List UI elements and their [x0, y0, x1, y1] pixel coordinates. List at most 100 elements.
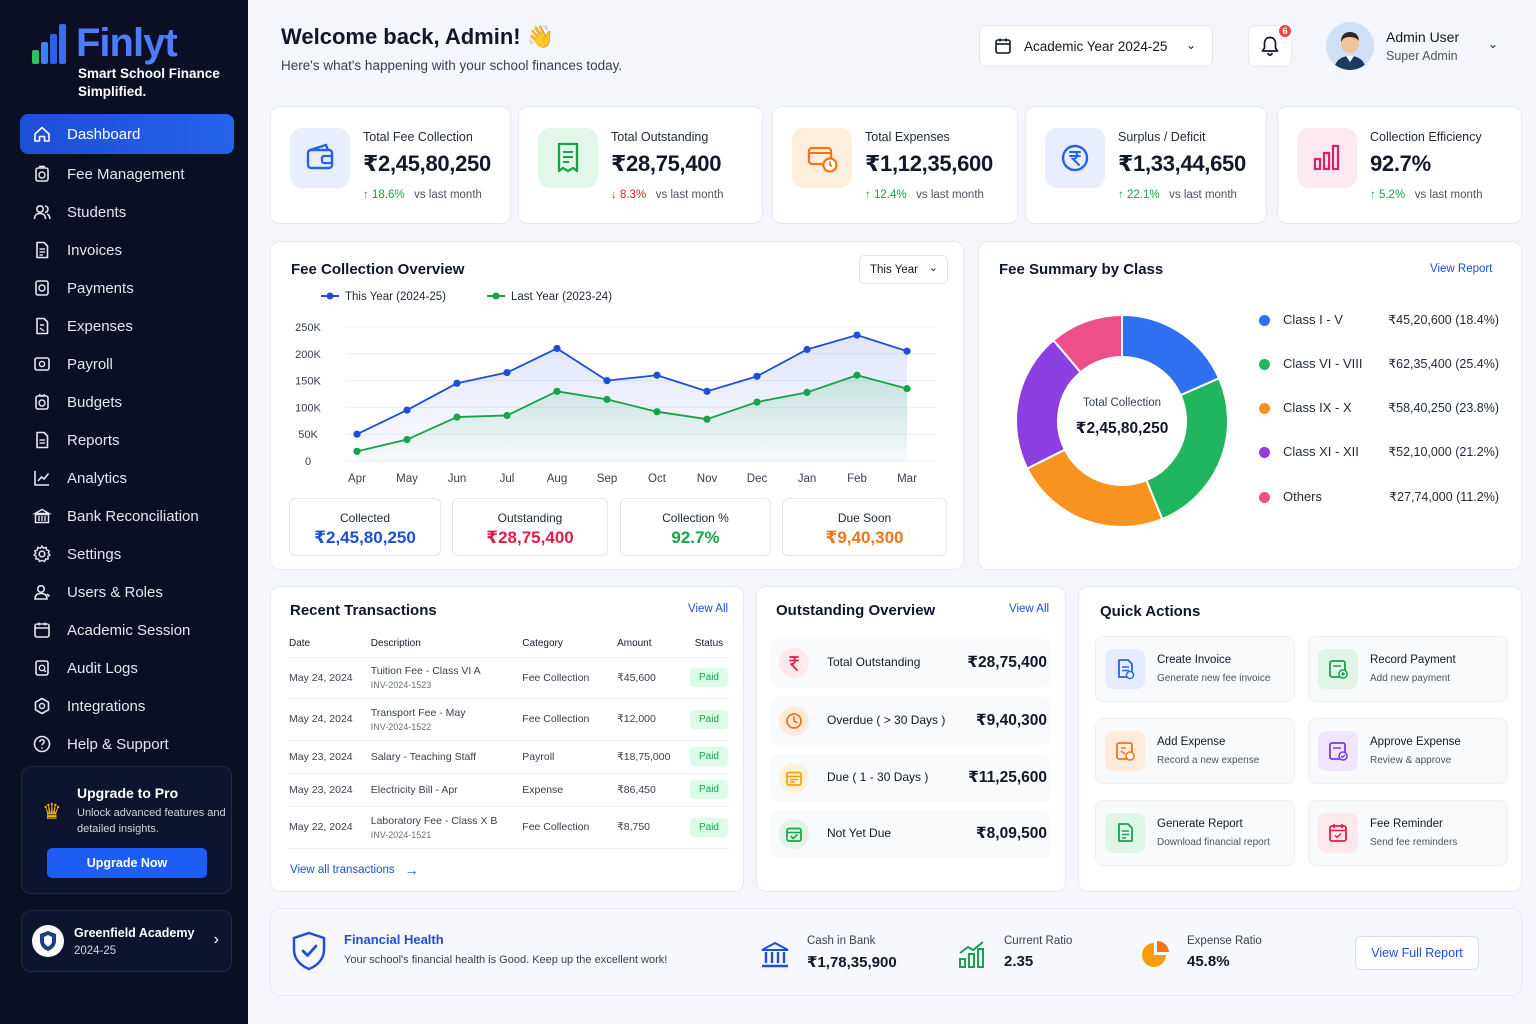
sidebar-item-settings[interactable]: Settings	[20, 535, 234, 573]
stat-card-collection-efficiency[interactable]: Collection Efficiency 92.7% ↑ 5.2% vs last…	[1277, 106, 1522, 224]
sidebar-item-academic-session[interactable]: Academic Session	[20, 611, 234, 649]
data-point[interactable]	[403, 435, 411, 444]
fee-overview-filter-select[interactable]: This Year ⌄	[859, 255, 948, 284]
status-badge: Paid	[689, 668, 728, 687]
current-ratio-value: 2.35	[1004, 953, 1034, 970]
brand-logo[interactable]: Finlyt	[28, 22, 178, 64]
data-point[interactable]	[453, 413, 461, 421]
view-all-transactions-link[interactable]: View all transactions →	[290, 862, 419, 878]
data-point[interactable]	[703, 415, 711, 423]
sidebar-item-analytics[interactable]: Analytics	[20, 459, 234, 497]
sidebar-item-budgets[interactable]: Budgets	[20, 383, 234, 421]
school-switcher[interactable]: Greenfield Academy 2024-25 ›	[21, 910, 232, 972]
calendar-icon	[995, 38, 1011, 54]
table-row[interactable]: May 22, 2024 Laboratory Fee - Class X B IN…	[289, 806, 729, 849]
user-menu[interactable]: Admin User Super Admin ⌄	[1326, 22, 1526, 72]
stat-card-total-fee-collection[interactable]: Total Fee Collection ₹2,45,80,250 ↑ 18.6% …	[270, 106, 511, 224]
data-point[interactable]	[353, 447, 361, 455]
stat-card-surplus-deficit[interactable]: Surplus / Deficit ₹1,33,44,650 ↑ 22.1% vs …	[1025, 106, 1267, 224]
quick-action-subtitle: Download financial report	[1157, 837, 1270, 848]
sidebar-item-users-roles[interactable]: Users & Roles	[20, 573, 234, 611]
data-point[interactable]	[653, 371, 661, 379]
fee-collection-overview-card: Fee Collection Overview This Year ⌄ 250K…	[270, 241, 964, 570]
sidebar-item-payments[interactable]: Payments	[20, 269, 234, 307]
table-row[interactable]: May 23, 2024 Salary - Teaching Staff Payro…	[289, 740, 729, 774]
budgets-icon	[35, 393, 49, 410]
chevron-down-icon: ⌄	[928, 262, 938, 274]
sidebar-item-integrations[interactable]: Integrations	[20, 687, 234, 725]
quick-action-title: Create Invoice	[1157, 654, 1232, 666]
create-invoice-button[interactable]: Create Invoice Generate new fee invoice	[1095, 636, 1295, 702]
gear-icon	[33, 545, 51, 563]
sidebar-item-invoices[interactable]: Invoices	[20, 231, 234, 269]
donut-slice[interactable]	[1025, 448, 1164, 528]
fee-reminder-button[interactable]: Fee Reminder Send fee reminders	[1308, 800, 1508, 866]
series-line	[356, 334, 908, 436]
outstanding-row[interactable]: Overdue ( > 30 Days ) ₹9,40,300	[771, 697, 1051, 745]
data-point[interactable]	[353, 430, 361, 438]
rupee-icon	[779, 648, 809, 678]
sidebar-item-dashboard[interactable]: Dashboard	[20, 114, 234, 154]
sidebar-item-bank-reconciliation[interactable]: Bank Reconciliation	[20, 497, 234, 535]
sidebar-item-expenses[interactable]: Expenses	[20, 307, 234, 345]
approve-expense-button[interactable]: Approve Expense Review & approve	[1308, 718, 1508, 784]
generate-report-button[interactable]: Generate Report Download financial report	[1095, 800, 1295, 866]
donut-slice[interactable]	[1052, 313, 1123, 374]
avatar	[1326, 22, 1374, 70]
outstanding-row[interactable]: Not Yet Due ₹8,09,500	[771, 810, 1051, 858]
data-point[interactable]	[553, 387, 561, 395]
transactions-view-all-link[interactable]: View All	[688, 603, 729, 615]
stat-card-total-outstanding[interactable]: Total Outstanding ₹28,75,400 ↓ 8.3% vs las…	[518, 106, 763, 224]
data-point[interactable]	[903, 385, 911, 393]
add-expense-button[interactable]: Add Expense Record a new expense	[1095, 718, 1295, 784]
upgrade-title: Upgrade to Pro	[77, 785, 179, 801]
data-point[interactable]	[503, 411, 511, 420]
data-point[interactable]	[603, 377, 611, 385]
data-point[interactable]	[853, 371, 861, 379]
outstanding-view-all-link[interactable]: View All	[1009, 603, 1050, 615]
data-point[interactable]	[653, 408, 661, 416]
y-tick-label: 0	[305, 456, 311, 468]
sidebar-item-audit-logs[interactable]: Audit Logs	[20, 649, 234, 687]
view-report-link[interactable]: View Report	[1430, 263, 1493, 275]
data-point[interactable]	[503, 368, 511, 377]
outstanding-row[interactable]: Due ( 1 - 30 Days ) ₹11,25,600	[771, 754, 1051, 802]
students-icon	[33, 204, 51, 220]
data-point[interactable]	[403, 406, 411, 414]
main-content: Welcome back, Admin! 👋 Here's what's hap…	[248, 0, 1536, 1024]
upgrade-now-button[interactable]: Upgrade Now	[47, 848, 207, 878]
legend-label: This Year (2024-25)	[345, 291, 446, 303]
y-tick-label: 200K	[295, 349, 321, 361]
tx-description-cell: Tuition Fee - Class VI A INV-2024-1523	[370, 657, 523, 699]
sidebar-item-fee-management[interactable]: Fee Management	[20, 155, 234, 193]
arrow-up-icon: ↑	[1118, 189, 1127, 201]
data-point[interactable]	[753, 398, 761, 406]
data-point[interactable]	[853, 331, 861, 339]
data-point[interactable]	[453, 379, 461, 387]
table-row[interactable]: May 23, 2024 Electricity Bill - Apr Expens…	[289, 773, 729, 807]
data-point[interactable]	[553, 344, 561, 353]
y-tick-label: 100K	[295, 402, 321, 414]
donut-slice[interactable]	[1121, 313, 1221, 397]
stat-card-total-expenses[interactable]: Total Expenses ₹1,12,35,600 ↑ 12.4% vs las…	[772, 106, 1018, 224]
quick-action-subtitle: Review & approve	[1370, 755, 1452, 766]
data-point[interactable]	[903, 347, 911, 355]
sidebar-item-payroll[interactable]: Payroll	[20, 345, 234, 383]
table-row[interactable]: May 24, 2024 Tuition Fee - Class VI A INV-…	[289, 657, 729, 699]
table-row[interactable]: May 24, 2024 Transport Fee - May INV-2024-…	[289, 698, 729, 741]
academic-year-select[interactable]: Academic Year 2024-25 ⌄	[979, 25, 1213, 67]
view-full-report-button[interactable]: View Full Report	[1355, 936, 1479, 970]
data-point[interactable]	[703, 387, 711, 395]
outstanding-row[interactable]: Total Outstanding ₹28,75,400	[771, 639, 1051, 687]
data-point[interactable]	[803, 388, 811, 396]
sidebar-item-help-support[interactable]: Help & Support	[20, 725, 234, 763]
data-point[interactable]	[803, 345, 811, 354]
data-point[interactable]	[753, 372, 761, 380]
sidebar-item-students[interactable]: Students	[20, 193, 234, 231]
sidebar-item-reports[interactable]: Reports	[20, 421, 234, 459]
stat-change-suffix: vs last month	[1414, 189, 1483, 201]
data-point[interactable]	[603, 395, 611, 403]
record-payment-button[interactable]: Record Payment Add new payment	[1308, 636, 1508, 702]
x-tick-label: Mar	[897, 473, 917, 485]
notifications-button[interactable]: 6	[1248, 23, 1293, 67]
